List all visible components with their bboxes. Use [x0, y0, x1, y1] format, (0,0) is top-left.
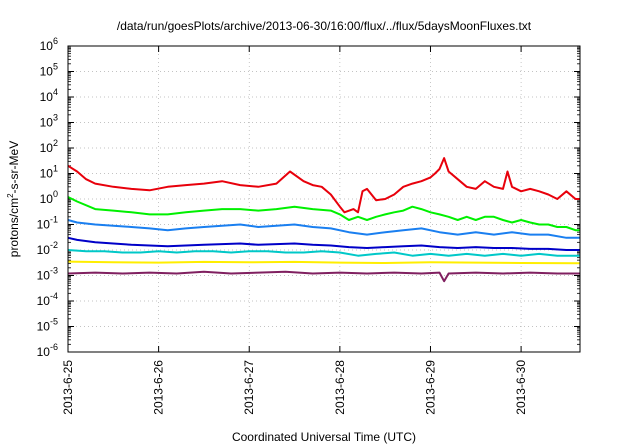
series-line	[67, 196, 580, 232]
y-tick-label: 10-5	[37, 317, 58, 334]
y-tick-label: 106	[40, 36, 58, 53]
y-tick-label: 10-1	[37, 215, 58, 232]
x-tick-label: 2013-6-26	[152, 360, 166, 415]
x-tick-label: 2013-6-25	[61, 360, 75, 415]
y-tick-label: 101	[40, 164, 58, 181]
y-tick-label: 10-2	[37, 240, 58, 257]
y-tick-label: 10-6	[37, 342, 58, 359]
y-tick-label: 10-3	[37, 266, 58, 283]
y-tick-label: 10-4	[37, 291, 58, 308]
series-line	[67, 260, 581, 265]
y-axis-title-main: protons/cm	[7, 198, 21, 257]
chart-title: /data/run/goesPlots/archive/2013-06-30/1…	[117, 19, 532, 33]
y-axis-title: protons/cm2-s-sr-MeV	[6, 141, 21, 257]
x-tick-label: 2013-6-27	[242, 360, 256, 415]
y-tick-label: 105	[40, 62, 58, 79]
y-axis: 10-6 10-5 10-4 10-3 10-2 10-1 100 101 102 103 104 1…	[37, 36, 580, 359]
x-tick-label: 2013-6-28	[333, 360, 347, 415]
series-line	[67, 249, 580, 257]
series-line	[67, 236, 580, 251]
y-tick-label: 103	[40, 113, 58, 130]
y-tick-label: 104	[40, 87, 58, 104]
x-axis-title: Coordinated Universal Time (UTC)	[232, 430, 416, 444]
y-tick-label: 102	[40, 138, 58, 155]
plot-area	[67, 157, 581, 283]
y-axis-title-rest: -s-sr-MeV	[7, 141, 21, 194]
grid-lines	[68, 46, 580, 352]
x-tick-label: 2013-6-29	[423, 360, 437, 415]
series-line	[67, 270, 580, 283]
y-tick-label: 100	[40, 189, 58, 206]
plot-frame	[67, 45, 581, 353]
x-tick-label: 2013-6-30	[514, 360, 528, 415]
series-line	[67, 157, 580, 214]
y-axis-title-sup: 2	[6, 193, 15, 198]
x-axis: 2013-6-25 2013-6-26 2013-6-27 2013-6-28 2013…	[61, 46, 528, 415]
series-line	[67, 219, 580, 239]
